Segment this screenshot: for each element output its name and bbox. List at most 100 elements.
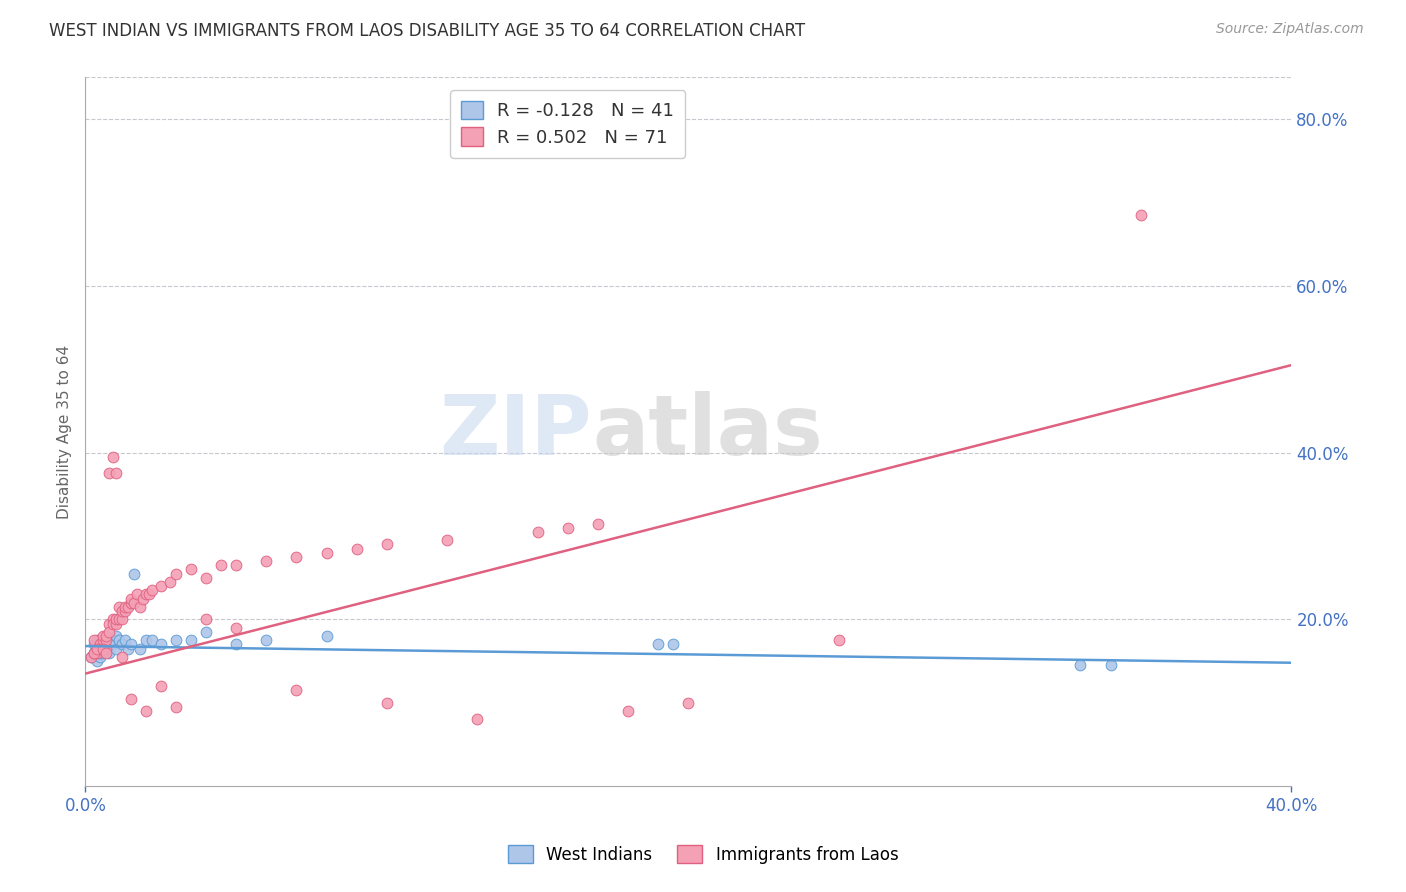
Point [110, 649, 132, 664]
Point [104, 616, 127, 631]
Point [195, 612, 218, 626]
Point [93, 629, 115, 643]
Point [83, 646, 105, 660]
Point [98, 624, 121, 639]
Point [96, 631, 118, 645]
Point [80, 649, 103, 664]
Point [1069, 658, 1091, 673]
Point [89, 646, 111, 660]
Point [122, 596, 145, 610]
Point [135, 587, 157, 601]
Text: Source: ZipAtlas.com: Source: ZipAtlas.com [1216, 22, 1364, 37]
Point [467, 713, 489, 727]
Point [149, 637, 172, 651]
Point [110, 612, 132, 626]
Point [141, 583, 163, 598]
Point [86, 641, 108, 656]
Point [83, 633, 105, 648]
Point [285, 683, 308, 698]
Point [141, 633, 163, 648]
Point [104, 467, 127, 481]
Point [375, 537, 398, 551]
Point [93, 641, 115, 656]
Point [647, 637, 669, 651]
Point [828, 633, 851, 648]
Point [101, 633, 124, 648]
Point [101, 612, 124, 626]
Point [586, 516, 609, 531]
Point [120, 637, 142, 651]
Point [93, 633, 115, 648]
Point [526, 524, 548, 539]
Point [617, 704, 640, 718]
Point [98, 467, 121, 481]
Point [315, 546, 337, 560]
Point [125, 587, 148, 601]
Point [101, 616, 124, 631]
Point [98, 616, 121, 631]
Point [89, 649, 111, 664]
Point [131, 591, 153, 606]
Point [89, 641, 111, 656]
Point [96, 633, 118, 648]
Point [122, 566, 145, 581]
Point [159, 574, 181, 589]
Point [93, 646, 115, 660]
Point [165, 633, 187, 648]
Point [83, 637, 105, 651]
Point [86, 633, 108, 648]
Point [96, 637, 118, 651]
Point [93, 637, 115, 651]
Point [117, 641, 139, 656]
Point [1129, 208, 1152, 222]
Point [662, 637, 685, 651]
Text: atlas: atlas [592, 392, 823, 472]
Point [557, 521, 579, 535]
Point [89, 637, 111, 651]
Point [225, 637, 247, 651]
Text: WEST INDIAN VS IMMIGRANTS FROM LAOS DISABILITY AGE 35 TO 64 CORRELATION CHART: WEST INDIAN VS IMMIGRANTS FROM LAOS DISA… [49, 22, 806, 40]
Point [83, 646, 105, 660]
Point [149, 679, 172, 693]
Point [120, 591, 142, 606]
Legend: R = -0.128   N = 41, R = 0.502   N = 71: R = -0.128 N = 41, R = 0.502 N = 71 [450, 90, 685, 158]
Point [96, 646, 118, 660]
Point [86, 654, 108, 668]
Point [110, 604, 132, 618]
Point [98, 631, 121, 645]
Point [96, 641, 118, 656]
Point [86, 641, 108, 656]
Point [1099, 658, 1122, 673]
Point [104, 641, 127, 656]
Point [89, 641, 111, 656]
Point [254, 554, 277, 568]
Point [110, 637, 132, 651]
Point [86, 641, 108, 656]
Point [104, 629, 127, 643]
Legend: West Indians, Immigrants from Laos: West Indians, Immigrants from Laos [501, 838, 905, 871]
Point [135, 633, 157, 648]
Point [93, 633, 115, 648]
Point [107, 633, 129, 648]
Point [128, 641, 150, 656]
Point [128, 599, 150, 614]
Point [165, 566, 187, 581]
Point [195, 624, 218, 639]
Point [86, 646, 108, 660]
Point [107, 612, 129, 626]
Point [195, 571, 218, 585]
Point [180, 562, 202, 576]
Point [165, 700, 187, 714]
Point [120, 691, 142, 706]
Point [285, 549, 308, 564]
Point [114, 633, 136, 648]
Point [135, 704, 157, 718]
Point [101, 450, 124, 464]
Point [98, 646, 121, 660]
Point [107, 599, 129, 614]
Point [114, 604, 136, 618]
Point [375, 696, 398, 710]
Point [678, 696, 700, 710]
Text: ZIP: ZIP [440, 392, 592, 472]
Y-axis label: Disability Age 35 to 64: Disability Age 35 to 64 [58, 344, 72, 519]
